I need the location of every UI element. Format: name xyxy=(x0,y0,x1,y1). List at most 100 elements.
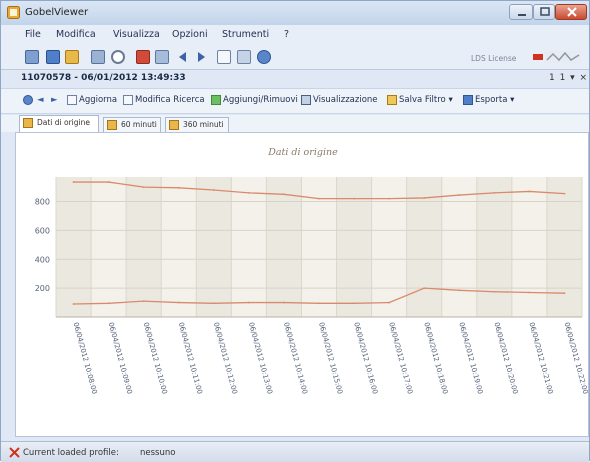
data-point xyxy=(458,194,461,196)
data-point xyxy=(318,197,320,200)
menu-visualizza[interactable]: Visualizza xyxy=(113,29,160,40)
brand-logo xyxy=(533,51,581,63)
data-point xyxy=(107,181,110,183)
tab-360-minuti[interactable]: 360 minuti xyxy=(165,117,229,132)
data-point xyxy=(247,301,250,304)
data-point xyxy=(72,303,75,305)
data-point xyxy=(177,186,180,189)
x-tick-label: 06/04/2012 10:11:00 xyxy=(177,321,204,395)
document-tab[interactable]: 11070578 - 06/01/2012 13:49:33 xyxy=(21,73,186,83)
view-tabs: Dati di origine 60 minuti 360 minuti xyxy=(1,115,589,132)
tab-60-minuti[interactable]: 60 minuti xyxy=(103,117,161,132)
line-chart: 200 400 600 800 06/04/2012 10:08:00 06/04/201… xyxy=(35,177,588,395)
x-tick-label: 06/04/2012 10:15:00 xyxy=(317,321,344,395)
plot-band xyxy=(196,177,232,317)
close-button[interactable] xyxy=(555,4,587,20)
data-point xyxy=(528,190,531,193)
data-point xyxy=(318,302,320,305)
gear-icon[interactable] xyxy=(111,50,125,64)
tab-label: Dati di origine xyxy=(37,118,90,127)
view-icon xyxy=(301,95,311,105)
license-label: LDS License xyxy=(471,54,517,63)
refresh-icon xyxy=(67,95,77,105)
y-tick-label: 400 xyxy=(35,255,50,264)
x-tick-label: 06/04/2012 10:09:00 xyxy=(107,321,134,395)
data-point xyxy=(563,192,566,195)
menu-help[interactable]: ? xyxy=(284,29,290,40)
menu-file[interactable]: File xyxy=(25,29,41,40)
globe-icon[interactable] xyxy=(23,95,33,105)
document-tab-bar xyxy=(1,70,589,88)
open-folder-icon[interactable] xyxy=(65,50,79,64)
menu-modifica[interactable]: Modifica xyxy=(56,29,96,40)
x-tick-label: 06/04/2012 10:08:00 xyxy=(72,321,99,395)
title-bar: GobelViewer xyxy=(1,1,589,26)
status-label: Current loaded profile: xyxy=(23,448,119,458)
data-point xyxy=(142,300,145,303)
tab-label: 360 minuti xyxy=(183,120,224,129)
window-icon[interactable] xyxy=(217,50,231,64)
document-controls[interactable]: 1 1 ▾ × xyxy=(549,73,589,83)
add-icon[interactable] xyxy=(25,50,39,64)
plot-band xyxy=(546,177,582,317)
x-tick-label: 06/04/2012 10:21:00 xyxy=(527,321,554,395)
x-tick-label: 06/04/2012 10:16:00 xyxy=(352,321,379,395)
y-tick-label: 800 xyxy=(35,198,50,207)
data-point xyxy=(493,290,496,293)
modifica-ricerca-button[interactable]: Modifica Ricerca xyxy=(135,95,205,105)
arrow-right-icon[interactable]: ► xyxy=(51,95,58,105)
add-remove-icon xyxy=(211,95,221,105)
x-tick-label: 06/04/2012 10:20:00 xyxy=(492,321,519,395)
data-point xyxy=(107,302,110,305)
export-icon xyxy=(463,95,473,105)
data-point xyxy=(388,197,391,200)
menu-strumenti[interactable]: Strumenti xyxy=(222,29,270,40)
data-point xyxy=(212,302,215,305)
window-title: GobelViewer xyxy=(25,7,89,18)
plot-band xyxy=(56,177,92,317)
tab-label: 60 minuti xyxy=(121,120,157,129)
aggiorna-button[interactable]: Aggiorna xyxy=(79,95,118,105)
tab-dati-di-origine[interactable]: Dati di origine xyxy=(19,115,99,132)
x-tick-label: 06/04/2012 10:18:00 xyxy=(422,321,449,395)
minimize-button[interactable] xyxy=(509,4,533,20)
back-arrow-icon[interactable] xyxy=(176,50,190,64)
settings-icon[interactable] xyxy=(237,50,251,64)
chart-icon[interactable] xyxy=(91,50,105,64)
grid-icon[interactable] xyxy=(155,50,169,64)
x-tick-label: 06/04/2012 10:22:00 xyxy=(563,321,588,395)
profile-error-icon xyxy=(9,447,20,458)
menu-bar: File Modifica Visualizza Opzioni Strumen… xyxy=(1,25,589,45)
x-tick-label: 06/04/2012 10:12:00 xyxy=(212,321,239,395)
data-point xyxy=(388,301,391,304)
data-point xyxy=(247,191,250,194)
maximize-button[interactable] xyxy=(533,4,555,20)
viewer-toolbar: ◄ ► Aggiorna Modifica Ricerca Aggiungi/R… xyxy=(1,88,589,114)
main-toolbar: LDS License xyxy=(1,45,589,70)
search-edit-icon xyxy=(123,95,133,105)
y-tick-label: 200 xyxy=(35,284,50,293)
arrow-left-icon[interactable]: ◄ xyxy=(37,95,44,105)
save-icon[interactable] xyxy=(46,50,60,64)
esporta-button[interactable]: Esporta ▾ xyxy=(475,95,515,105)
aggiungi-rimuovi-button[interactable]: Aggiungi/Rimuovi xyxy=(223,95,298,105)
plot-band xyxy=(266,177,302,317)
data-point xyxy=(458,289,461,292)
x-tick-label: 06/04/2012 10:19:00 xyxy=(457,321,484,395)
plot-band xyxy=(126,177,162,317)
plot-band xyxy=(476,177,512,317)
visualizzazione-button[interactable]: Visualizzazione xyxy=(313,95,378,105)
data-point xyxy=(283,301,285,304)
chart-panel: Dati di origine 200 400 600 800 06/04/2012 1… xyxy=(15,132,589,437)
data-point xyxy=(212,189,215,191)
data-point xyxy=(563,292,566,295)
y-tick-label: 600 xyxy=(35,226,50,235)
plot-band xyxy=(406,177,442,317)
data-point xyxy=(423,197,426,199)
menu-opzioni[interactable]: Opzioni xyxy=(172,29,208,40)
globe-icon[interactable] xyxy=(257,50,271,64)
salva-filtro-button[interactable]: Salva Filtro ▾ xyxy=(399,95,453,105)
app-icon xyxy=(7,6,20,19)
forward-arrow-icon[interactable] xyxy=(194,50,208,64)
delete-icon[interactable] xyxy=(136,50,150,64)
